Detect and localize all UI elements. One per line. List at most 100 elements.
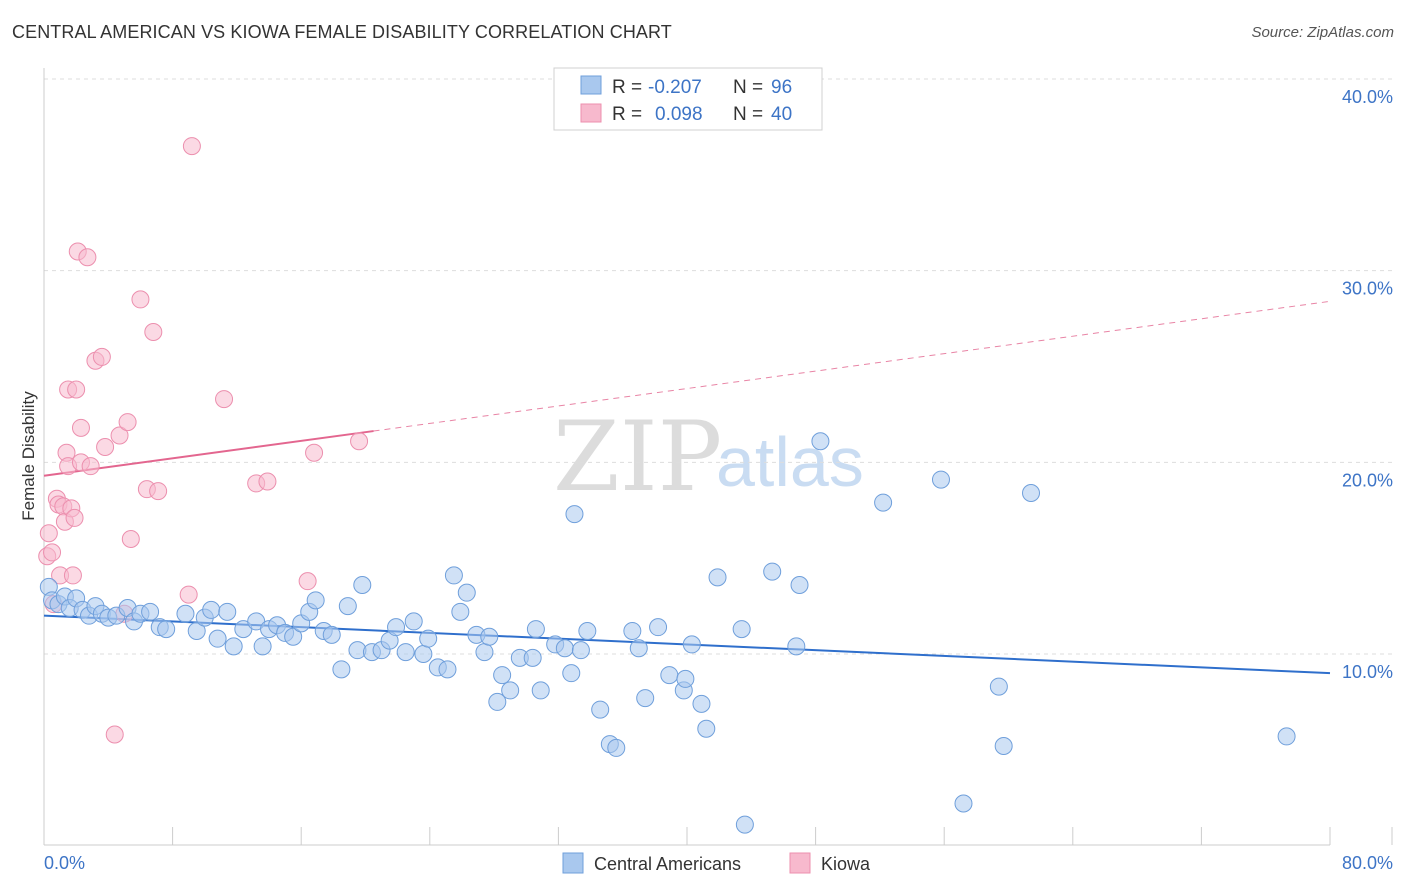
central-americans-point — [526, 620, 545, 639]
central-americans-point — [338, 597, 357, 616]
central-americans-point — [523, 648, 542, 667]
watermark-zip: ZIP — [553, 401, 722, 513]
central-americans-point — [555, 639, 574, 658]
central-americans-point — [708, 568, 727, 587]
central-americans-point — [790, 576, 809, 594]
central-americans-point — [811, 432, 830, 451]
central-americans-point — [676, 669, 695, 688]
kiowa-point — [258, 472, 277, 491]
central-americans-point — [322, 625, 341, 644]
central-americans-point — [629, 639, 648, 658]
kiowa-point — [182, 137, 201, 156]
central-americans-point — [623, 622, 642, 640]
series-legend-swatch-blue — [562, 852, 584, 874]
kiowa-point — [81, 457, 100, 476]
source-credit: Source: ZipAtlas.com — [1251, 24, 1394, 41]
central-americans-point — [735, 815, 754, 834]
legend-swatch-pink — [580, 103, 602, 123]
legend-n-label: N = — [733, 77, 763, 98]
x-tick-label: 80.0% — [1342, 853, 1393, 873]
central-americans-point — [493, 666, 512, 685]
kiowa-point — [118, 413, 137, 432]
central-americans-point — [571, 641, 590, 660]
central-americans-point — [994, 737, 1013, 755]
series-legend: Central Americans Kiowa — [562, 852, 871, 874]
central-americans-point — [480, 627, 499, 646]
central-americans-point — [732, 620, 751, 639]
trend-line-kiowa-dashed — [373, 300, 1331, 432]
legend-r-value: 0.098 — [655, 104, 703, 125]
central-americans-point — [438, 660, 457, 679]
kiowa-point — [78, 248, 97, 267]
series-legend-label: Kiowa — [821, 854, 871, 874]
central-americans-point — [787, 637, 806, 656]
axes — [43, 68, 1393, 846]
kiowa-point — [71, 418, 90, 437]
central-americans-point — [444, 566, 463, 585]
y-tick-label: 10.0% — [1342, 662, 1393, 682]
central-americans-point — [224, 637, 243, 656]
central-americans-point — [931, 470, 950, 489]
tick-labels: 10.0% 20.0% 30.0% 40.0% 0.0% 80.0% — [44, 87, 1393, 873]
central-americans-point — [660, 666, 679, 685]
kiowa-point — [67, 380, 86, 399]
legend-r-value: -0.207 — [648, 77, 702, 98]
kiowa-point — [215, 390, 234, 409]
central-americans-point — [692, 694, 711, 713]
chart-title: CENTRAL AMERICAN VS KIOWA FEMALE DISABIL… — [12, 22, 672, 42]
data-points — [38, 137, 1296, 834]
central-americans-point — [451, 602, 470, 621]
gridlines — [44, 78, 1392, 655]
kiowa-point — [298, 572, 317, 591]
central-americans-point — [353, 576, 372, 594]
kiowa-point — [65, 508, 84, 527]
kiowa-point — [105, 725, 124, 744]
kiowa-point — [179, 585, 198, 604]
central-americans-point — [636, 689, 655, 708]
central-americans-point — [591, 700, 610, 719]
central-americans-point — [1277, 727, 1296, 746]
y-tick-label: 20.0% — [1342, 470, 1393, 490]
central-americans-point — [874, 493, 893, 512]
central-americans-point — [414, 645, 433, 663]
central-americans-point — [562, 664, 581, 683]
kiowa-point — [131, 290, 150, 309]
central-americans-point — [157, 620, 176, 639]
central-americans-point — [763, 562, 782, 581]
central-americans-point — [457, 583, 476, 602]
central-americans-point — [387, 618, 406, 637]
kiowa-point — [121, 530, 140, 548]
central-americans-point — [141, 602, 160, 621]
central-americans-point — [253, 637, 272, 656]
central-americans-point — [404, 612, 423, 631]
central-americans-point — [332, 660, 351, 679]
central-americans-point — [475, 643, 494, 662]
central-americans-point — [578, 622, 597, 640]
central-americans-point — [306, 591, 325, 610]
central-americans-point — [649, 618, 668, 637]
legend-n-label: N = — [733, 104, 763, 125]
central-americans-point — [682, 635, 701, 654]
kiowa-point — [96, 438, 115, 456]
series-legend-swatch-pink — [789, 852, 811, 874]
y-axis-title: Female Disability — [19, 391, 38, 521]
kiowa-point — [39, 524, 58, 543]
series-legend-label: Central Americans — [594, 854, 741, 874]
central-americans-point — [396, 643, 415, 662]
central-americans-point — [531, 681, 550, 700]
central-americans-point — [954, 794, 973, 813]
legend-swatch-blue — [580, 75, 602, 95]
x-tick-label: 0.0% — [44, 853, 85, 873]
central-americans-point — [501, 681, 520, 700]
central-americans-point — [187, 622, 206, 640]
central-americans-point — [202, 600, 221, 619]
central-americans-point — [607, 738, 626, 757]
kiowa-point — [144, 323, 163, 341]
central-americans-point — [208, 629, 227, 648]
legend-n-value: 96 — [771, 77, 792, 98]
kiowa-point — [92, 347, 111, 366]
kiowa-point — [63, 566, 82, 585]
central-americans-point — [488, 692, 507, 711]
kiowa-point — [110, 426, 129, 445]
